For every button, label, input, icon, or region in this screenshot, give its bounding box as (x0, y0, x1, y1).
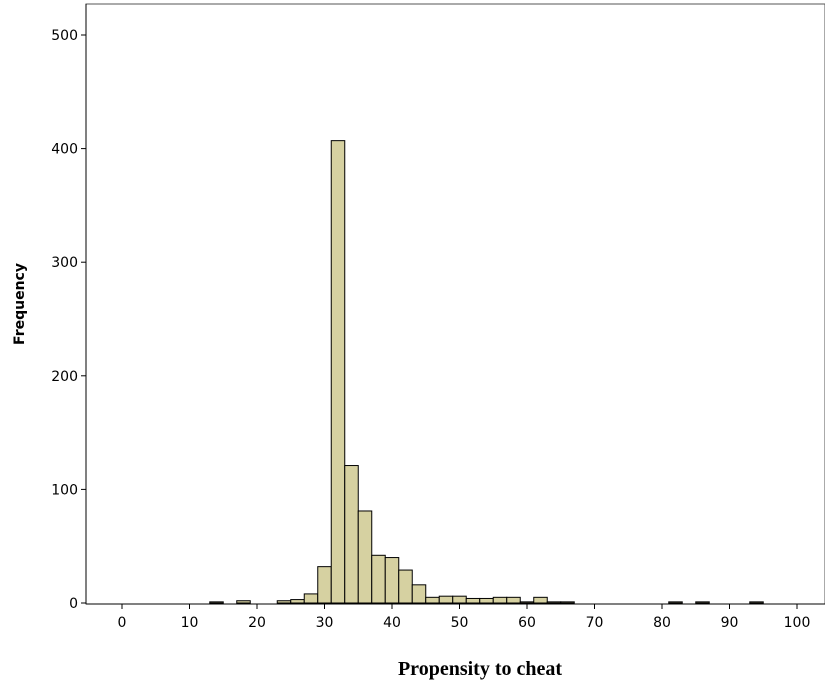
x-tick-label: 70 (586, 615, 604, 631)
y-tick-label: 0 (69, 596, 78, 612)
histogram-bar (560, 601, 575, 604)
histogram-bar (330, 140, 346, 604)
x-tick-label: 40 (383, 615, 401, 631)
histogram-bar (398, 569, 413, 604)
histogram-bar (303, 593, 319, 604)
histogram-bar (465, 597, 481, 604)
x-tick-label: 10 (181, 615, 199, 631)
y-tick-label: 100 (51, 482, 78, 498)
x-tick-label: 50 (451, 615, 469, 631)
histogram-bar (276, 600, 292, 604)
x-tick-label: 100 (784, 615, 811, 631)
y-tick-label: 300 (51, 255, 78, 271)
histogram-bar (546, 601, 562, 604)
x-tick-label: 30 (316, 615, 334, 631)
histogram-bar (317, 566, 332, 604)
histogram-bar (479, 597, 494, 604)
x-tick-label: 90 (721, 615, 739, 631)
histogram-bar (344, 465, 359, 604)
histogram-bar (411, 584, 427, 604)
y-tick-label: 500 (51, 28, 78, 44)
histogram-bar (371, 554, 386, 604)
histogram-bar (533, 596, 548, 604)
histogram-bar (209, 601, 224, 604)
histogram-bar (384, 557, 400, 604)
histogram-bar (506, 596, 521, 604)
histogram-bar (357, 510, 373, 604)
histogram-bar (236, 600, 251, 604)
histogram-bar (492, 596, 508, 604)
y-ticks-layer: 0 100 200 300 400 500 (51, 28, 86, 612)
histogram-bar (452, 595, 467, 604)
histogram-bar (519, 601, 535, 604)
histogram-bar (668, 601, 683, 604)
histogram-bar (425, 596, 440, 604)
x-tick-label: 0 (118, 615, 127, 631)
histogram-bar (290, 599, 305, 604)
x-tick-label: 60 (518, 615, 536, 631)
x-ticks-layer: 0 10 20 30 40 50 60 70 80 90 100 (118, 604, 811, 631)
x-axis-title: Propensity to cheat (398, 658, 562, 680)
histogram-bar (438, 595, 454, 604)
histogram-bar (695, 601, 710, 604)
y-axis-title: Frequency (12, 263, 28, 345)
bars-layer (209, 140, 764, 604)
x-tick-label: 20 (248, 615, 266, 631)
y-tick-label: 200 (51, 369, 78, 385)
plot-area (85, 3, 825, 605)
x-tick-label: 80 (653, 615, 671, 631)
histogram-bar (749, 601, 764, 604)
y-tick-label: 400 (51, 142, 78, 158)
